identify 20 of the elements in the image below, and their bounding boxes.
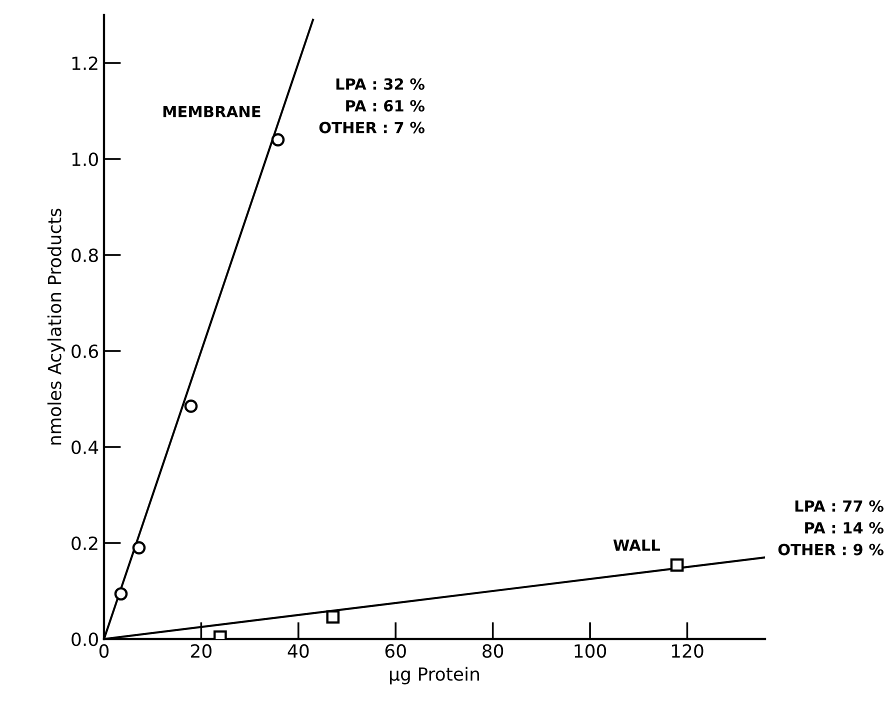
x-tick-label: 0 (99, 644, 109, 658)
y-tick-label: 1.0 (72, 152, 98, 166)
y-tick-label: 0.8 (72, 248, 98, 262)
y-tick-label: 0.2 (72, 536, 98, 550)
series-label: WALL (613, 540, 660, 551)
y-tick-label: 1.2 (72, 56, 98, 70)
y-tick-label: 0.4 (72, 440, 98, 454)
y-axis-title: nmoles Acylation Products (47, 208, 65, 445)
x-tick-label: 40 (288, 644, 309, 658)
x-tick-label: 80 (482, 644, 504, 658)
text: LPA : 77 % PA : 14 % OTHER : 9 % (778, 500, 884, 556)
x-tick-label: 60 (385, 644, 406, 658)
y-tick-label: 0.0 (72, 632, 98, 646)
x-tick-label: 20 (191, 644, 212, 658)
x-axis-title: μg Protein (390, 666, 479, 684)
annotation: LPA : 32 % PA : 61 % OTHER : 7 % (319, 78, 425, 134)
x-tick-label: 120 (672, 644, 704, 658)
series-label: MEMBRANE (163, 106, 260, 118)
y-tick-label: 0.6 (72, 344, 98, 358)
x-tick-label: 100 (574, 644, 606, 658)
